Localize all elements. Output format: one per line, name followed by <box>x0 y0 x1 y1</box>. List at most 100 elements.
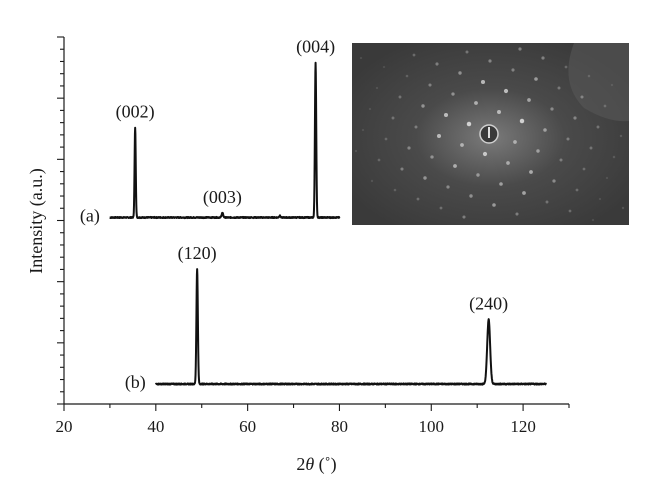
diffraction-spot <box>474 101 478 105</box>
axes: 20 40 60 80 100 120 <box>56 36 570 436</box>
diffraction-spot <box>414 125 418 129</box>
diffraction-spot <box>354 149 358 153</box>
diffraction-spot <box>541 56 545 60</box>
y-axis-label: Intensity (a.u.) <box>26 168 47 273</box>
diffraction-spot <box>439 206 443 210</box>
diffraction-spot <box>619 134 623 138</box>
x-tick-label: 60 <box>239 417 256 436</box>
diffraction-spot <box>573 116 577 120</box>
diffraction-spot <box>589 146 593 150</box>
diffraction-spot <box>466 121 472 127</box>
diffraction-spot <box>480 79 486 85</box>
diffraction-spot <box>368 107 372 111</box>
diffraction-spot <box>443 112 449 118</box>
diffraction-spot <box>566 137 570 141</box>
x-tick-label: 120 <box>510 417 536 436</box>
diffraction-spot <box>430 155 434 159</box>
x-axis-label: 2θ (˚) <box>296 454 336 475</box>
series-name-label: (b) <box>125 372 146 393</box>
diffraction-spot <box>591 218 595 222</box>
diffraction-spot <box>421 104 425 108</box>
diffraction-spot <box>407 146 411 150</box>
diffraction-spot <box>382 65 386 69</box>
diffraction-spot <box>610 83 614 87</box>
diffraction-spot <box>465 50 469 54</box>
peak-label: (004) <box>296 37 335 58</box>
diffraction-spot <box>582 167 586 171</box>
diffraction-spot <box>469 194 473 198</box>
diffraction-spot <box>359 56 363 60</box>
diffraction-spot <box>499 182 503 186</box>
diffraction-spot <box>545 200 549 204</box>
diffraction-spot <box>596 125 600 129</box>
diffraction-spot <box>458 71 462 75</box>
diffraction-spot <box>564 65 568 69</box>
diffraction-spot <box>515 212 519 216</box>
peak-label: (240) <box>469 294 508 315</box>
diffraction-spot <box>513 140 517 144</box>
diffraction-spot <box>370 179 374 183</box>
diffraction-spot <box>534 77 538 81</box>
diffraction-spot <box>446 185 450 189</box>
diffraction-spot <box>361 128 365 132</box>
series-line-b <box>154 268 547 386</box>
x-tick-label: 40 <box>147 417 164 436</box>
diffraction-spot <box>416 197 420 201</box>
diffraction-spot <box>568 209 572 213</box>
diffraction-spot <box>435 62 439 66</box>
y-ticks <box>57 36 64 405</box>
diffraction-spot <box>476 173 480 177</box>
diffraction-spot <box>550 107 554 111</box>
x-tick-label: 80 <box>331 417 348 436</box>
peak-label: (003) <box>203 187 242 208</box>
diffraction-spot <box>605 176 609 180</box>
peak-label: (120) <box>178 243 217 264</box>
diffraction-spot <box>612 155 616 159</box>
diffraction-spot <box>575 188 579 192</box>
x-ticks: 20 40 60 80 100 120 <box>56 404 570 436</box>
diffraction-spot <box>497 110 501 114</box>
diffraction-spot <box>603 104 607 108</box>
diffraction-spot <box>393 188 397 192</box>
diffraction-spot <box>453 164 457 168</box>
diffraction-spot <box>405 74 409 78</box>
diffraction-spot <box>552 179 556 183</box>
peak-label: (002) <box>116 102 155 123</box>
diffraction-spot <box>400 167 404 171</box>
diffraction-spot <box>460 143 464 147</box>
diffraction-spot <box>482 151 488 157</box>
inset-diffraction-image <box>352 43 629 225</box>
diffraction-spot <box>529 170 533 174</box>
series-layer: (a) (002) (003) (004) (b) (120) (240) <box>80 37 547 393</box>
diffraction-spot <box>488 59 492 63</box>
inset-shadow-region <box>568 43 629 122</box>
diffraction-spot <box>398 95 402 99</box>
diffraction-spot <box>519 118 525 124</box>
x-tick-label: 20 <box>56 417 73 436</box>
diffraction-spot <box>492 203 496 207</box>
diffraction-spot <box>377 158 381 162</box>
diffraction-spot <box>598 197 602 201</box>
diffraction-spot <box>621 206 625 210</box>
diffraction-spot <box>587 74 591 78</box>
diffraction-spot <box>436 133 442 139</box>
diffraction-spot <box>522 191 526 195</box>
series-line-a <box>109 61 341 220</box>
diffraction-spot <box>527 98 531 102</box>
diffraction-spot <box>543 128 547 132</box>
diffraction-spot <box>557 86 561 90</box>
x-tick-label: 100 <box>419 417 445 436</box>
diffraction-spot <box>536 149 540 153</box>
diffraction-spot <box>462 215 466 219</box>
diffraction-spot <box>559 158 563 162</box>
diffraction-spot <box>384 137 388 141</box>
diffraction-spot <box>423 176 427 180</box>
diffraction-spot <box>375 86 379 90</box>
diffraction-spot <box>503 88 509 94</box>
diffraction-spot <box>506 161 510 165</box>
diffraction-spot <box>391 116 395 120</box>
diffraction-spot <box>518 47 522 51</box>
diffraction-spot <box>511 68 515 72</box>
diffraction-spot <box>580 95 584 99</box>
